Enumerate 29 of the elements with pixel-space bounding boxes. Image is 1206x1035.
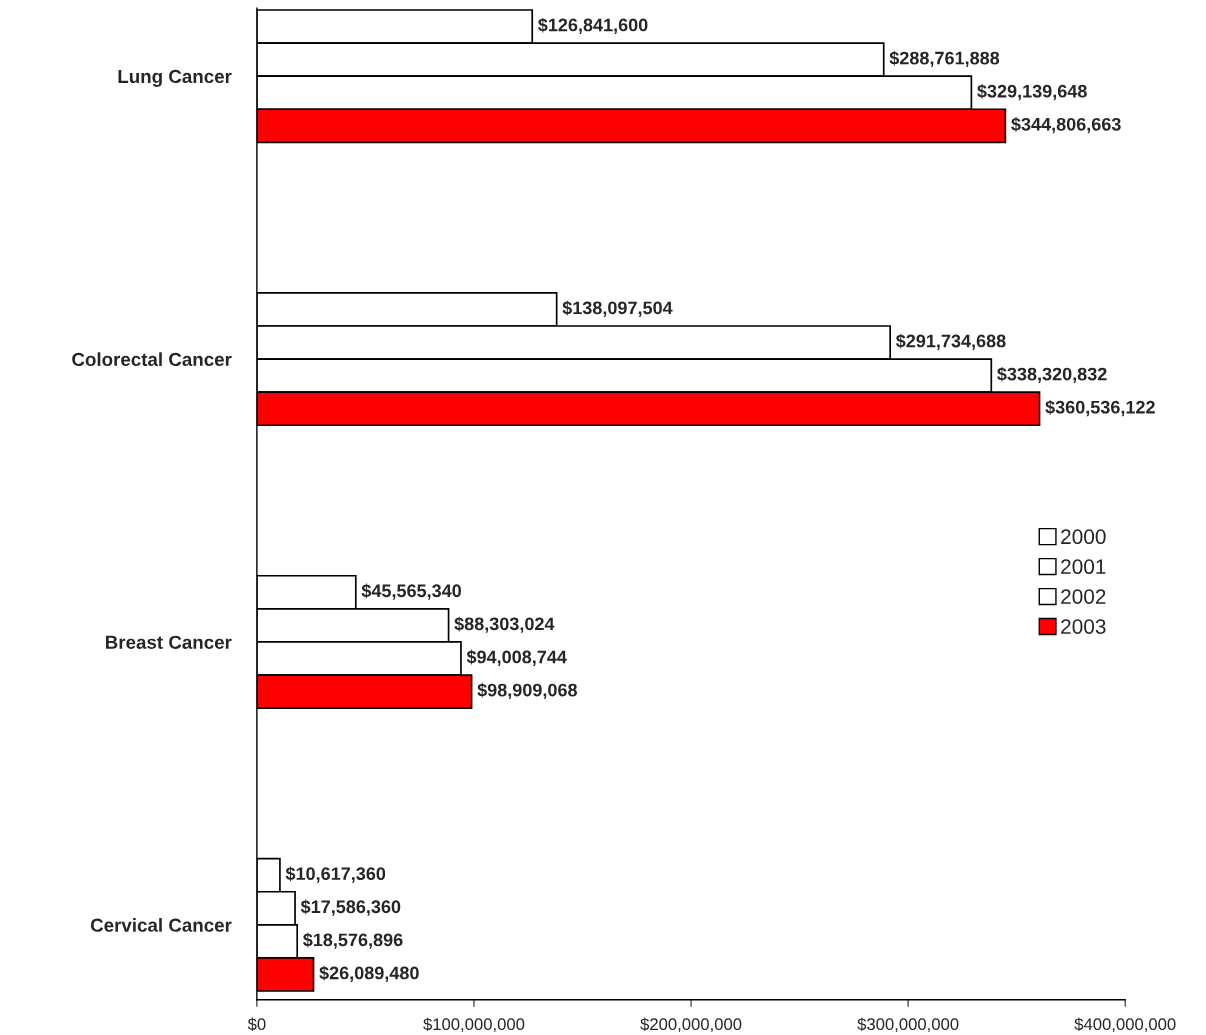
x-tick-label: $300,000,000 xyxy=(857,1017,959,1033)
x-tick-label: $200,000,000 xyxy=(640,1017,742,1033)
data-label: $338,320,832 xyxy=(997,366,1107,384)
legend-label: 2001 xyxy=(1061,559,1106,575)
data-label: $126,841,600 xyxy=(538,17,648,34)
data-label: $17,586,360 xyxy=(300,899,401,916)
data-label: $291,734,688 xyxy=(895,333,1006,350)
data-label: $98,909,068 xyxy=(477,682,577,700)
data-label: $26,089,480 xyxy=(319,965,419,982)
data-label: $288,761,888 xyxy=(889,50,1000,68)
data-label: $18,576,896 xyxy=(303,932,403,949)
x-tick-label: $0 xyxy=(247,1017,266,1032)
data-label: $45,565,340 xyxy=(361,583,462,600)
legend-label: 2003 xyxy=(1061,619,1106,634)
y-tick-label: Breast Cancer xyxy=(105,635,232,649)
x-tick-label: $100,000,000 xyxy=(423,1017,525,1033)
data-label: $88,303,024 xyxy=(454,616,555,633)
data-label: $360,536,122 xyxy=(1045,399,1155,417)
y-tick-label: Lung Cancer xyxy=(118,69,232,87)
data-label: $138,097,504 xyxy=(562,300,673,317)
x-tick-label: $400,000,000 xyxy=(1074,1017,1176,1033)
data-label: $329,139,648 xyxy=(977,83,1087,101)
y-tick-label: Colorectal Cancer xyxy=(72,352,232,367)
data-label: $94,008,744 xyxy=(466,649,567,666)
y-tick-label: Cervical Cancer xyxy=(90,918,232,932)
legend-label: 2000 xyxy=(1061,529,1106,545)
legend-label: 2002 xyxy=(1061,589,1106,604)
data-label: $10,617,360 xyxy=(285,866,386,883)
data-label: $344,806,663 xyxy=(1011,117,1121,134)
